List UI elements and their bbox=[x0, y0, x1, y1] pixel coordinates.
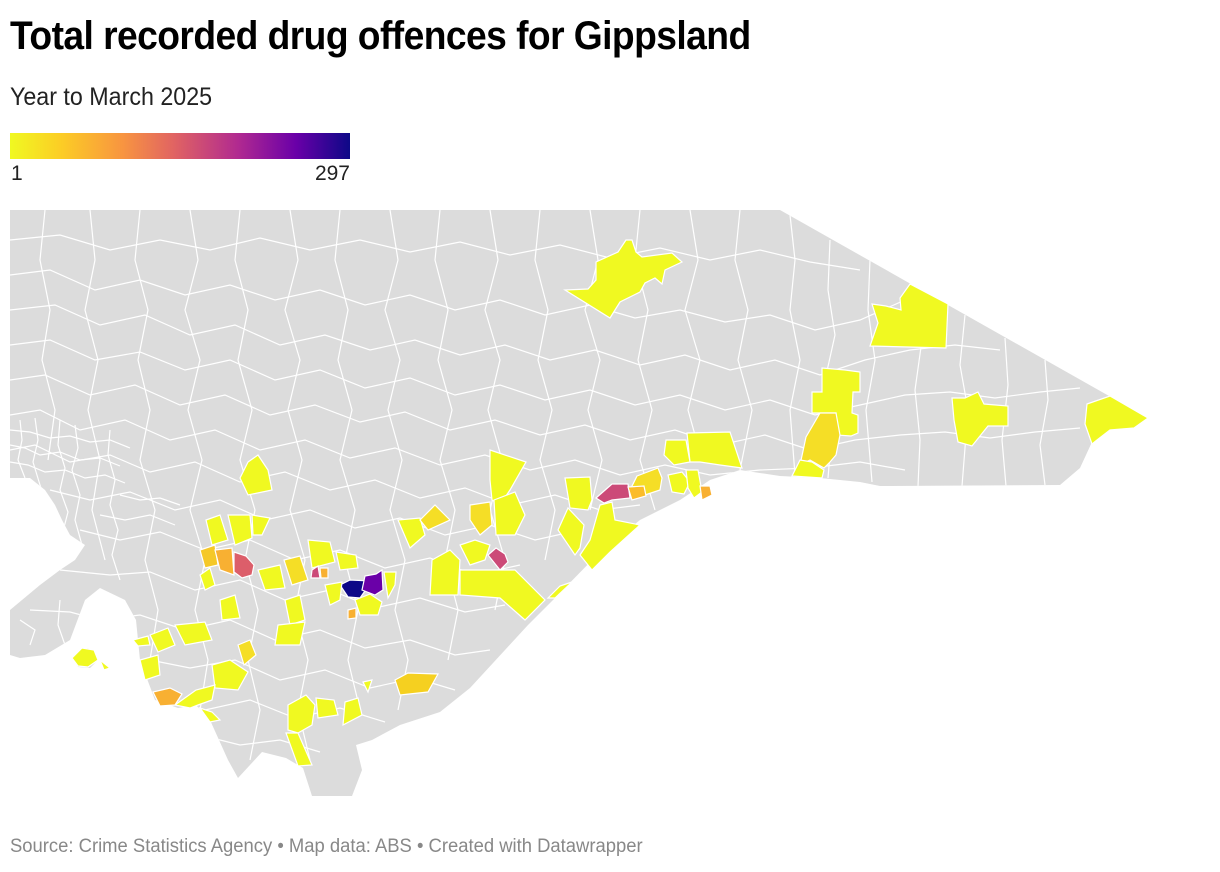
region-west-16[interactable] bbox=[139, 654, 161, 681]
region-west-17[interactable] bbox=[173, 684, 216, 709]
legend-gradient-bar bbox=[10, 133, 350, 159]
region-west-7[interactable] bbox=[199, 567, 216, 591]
choropleth-map[interactable] bbox=[0, 200, 1220, 810]
region-coastal-2[interactable] bbox=[564, 476, 593, 511]
region-west-13[interactable] bbox=[174, 621, 213, 646]
region-west-10[interactable] bbox=[219, 594, 241, 621]
region-latrobe-4[interactable] bbox=[307, 539, 336, 569]
region-west-4[interactable] bbox=[251, 514, 271, 536]
region-mideast-2[interactable] bbox=[663, 439, 691, 466]
region-central-red[interactable] bbox=[487, 547, 509, 571]
region-central-2[interactable] bbox=[493, 491, 526, 536]
region-latrobe-orange2[interactable] bbox=[319, 567, 329, 579]
region-west-18[interactable] bbox=[198, 706, 222, 723]
region-latrobe-red[interactable] bbox=[310, 564, 321, 579]
region-north-central[interactable] bbox=[563, 239, 684, 319]
region-south-5[interactable] bbox=[362, 679, 373, 694]
color-legend: 1 297 bbox=[10, 133, 350, 188]
region-latrobe-3[interactable] bbox=[324, 581, 343, 606]
legend-min-label: 1 bbox=[11, 162, 23, 185]
region-lakes-orange[interactable] bbox=[627, 485, 647, 501]
region-central-4[interactable] bbox=[459, 539, 491, 566]
region-central-6[interactable] bbox=[459, 569, 546, 621]
region-mideast-5[interactable] bbox=[685, 469, 703, 499]
region-island[interactable] bbox=[71, 647, 99, 668]
region-latrobe-2[interactable] bbox=[354, 593, 383, 616]
region-south-4[interactable] bbox=[285, 732, 313, 767]
region-west-6[interactable] bbox=[283, 555, 309, 586]
region-west-12[interactable] bbox=[211, 659, 249, 691]
region-west-1[interactable] bbox=[239, 454, 273, 496]
region-west-11[interactable] bbox=[237, 639, 257, 667]
region-mideast-4[interactable] bbox=[667, 471, 691, 495]
region-orange-east[interactable] bbox=[699, 485, 713, 501]
chart-subtitle: Year to March 2025 bbox=[10, 83, 213, 111]
region-latrobe-high[interactable] bbox=[361, 568, 384, 596]
region-south-3[interactable] bbox=[342, 697, 363, 727]
region-south-2[interactable] bbox=[315, 697, 339, 719]
region-west-15[interactable] bbox=[131, 635, 151, 647]
legend-max-label: 297 bbox=[314, 162, 350, 185]
region-island-2[interactable] bbox=[98, 658, 112, 671]
region-central-3[interactable] bbox=[469, 501, 493, 536]
region-coastal-3[interactable] bbox=[557, 506, 585, 557]
region-northeast[interactable] bbox=[869, 283, 949, 349]
region-west-orange-1[interactable] bbox=[199, 544, 219, 569]
region-south-1[interactable] bbox=[287, 694, 316, 734]
highlighted-regions bbox=[71, 239, 1150, 767]
region-west-5[interactable] bbox=[257, 564, 286, 591]
region-south-orange[interactable] bbox=[394, 672, 440, 696]
region-east-2[interactable] bbox=[951, 391, 1009, 447]
region-coastal-4[interactable] bbox=[546, 581, 573, 599]
region-west-red[interactable] bbox=[233, 551, 255, 579]
region-far-east[interactable] bbox=[1084, 395, 1150, 445]
region-central-5[interactable] bbox=[429, 549, 461, 596]
region-central-8[interactable] bbox=[419, 504, 452, 531]
region-latrobe-1[interactable] bbox=[383, 571, 397, 600]
region-west-14[interactable] bbox=[149, 627, 176, 653]
region-lakes-red[interactable] bbox=[594, 483, 631, 504]
region-west-orange-3[interactable] bbox=[152, 687, 183, 707]
region-east-1c[interactable] bbox=[791, 459, 825, 479]
region-west-9[interactable] bbox=[274, 621, 306, 646]
chart-title: Total recorded drug offences for Gippsla… bbox=[10, 14, 751, 58]
source-footer: Source: Crime Statistics Agency • Map da… bbox=[10, 836, 643, 857]
region-latrobe-5[interactable] bbox=[335, 551, 359, 571]
region-central-7[interactable] bbox=[397, 517, 426, 549]
region-west-3[interactable] bbox=[227, 514, 253, 546]
region-west-8[interactable] bbox=[284, 594, 306, 626]
region-east-1b[interactable] bbox=[799, 412, 841, 469]
legend-labels: 1 297 bbox=[10, 162, 350, 188]
region-latrobe-orange[interactable] bbox=[347, 607, 357, 620]
region-west-orange-2[interactable] bbox=[214, 547, 235, 576]
region-east-1[interactable] bbox=[811, 367, 861, 437]
region-west-2[interactable] bbox=[205, 514, 229, 546]
region-coastal-1[interactable] bbox=[579, 501, 642, 571]
